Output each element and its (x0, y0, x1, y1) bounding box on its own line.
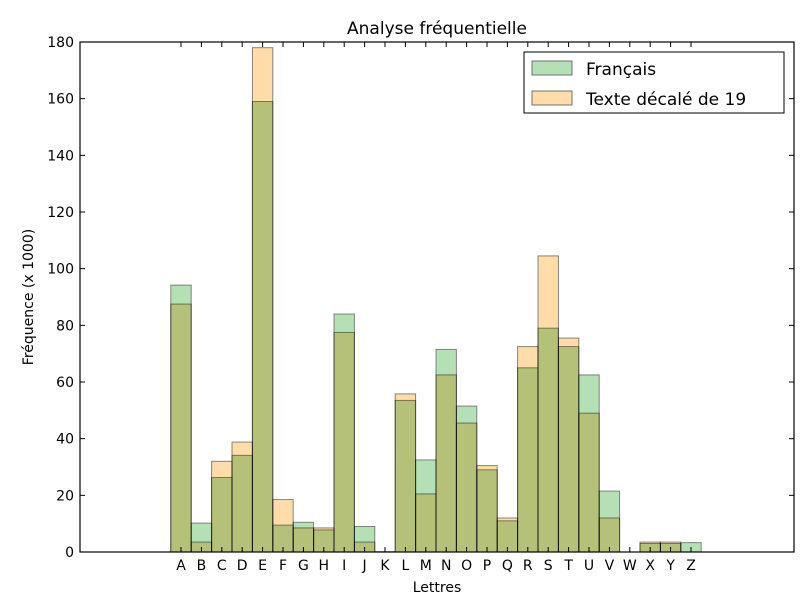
y-tick-label-180: 180 (47, 35, 74, 51)
x-tick-label-l: L (401, 558, 409, 574)
x-tick-label-c: C (217, 558, 227, 574)
bar-series-1-t (557, 337, 580, 553)
x-tick-label-o: O (461, 558, 472, 574)
bar-series-1-v (598, 517, 621, 553)
bar-series-1-e (251, 47, 274, 553)
x-tick-label-d: D (237, 558, 248, 574)
bar-series-1-r (517, 346, 539, 553)
x-tick-label-m: M (420, 558, 432, 574)
x-tick-label-j: J (362, 558, 367, 574)
plot-frame (79, 41, 795, 553)
x-tick-label-n: N (441, 558, 451, 574)
legend-label-francais: Français (586, 60, 656, 80)
legend-swatch-texte-decale (531, 90, 573, 106)
y-axis: 0 20 40 60 80 100 120 140 160 180 (47, 35, 794, 561)
bar-series-1-l (394, 393, 417, 553)
bar-series-1-p (476, 465, 498, 553)
bar-series-1-m (415, 493, 437, 553)
x-tick-label-q: Q (502, 558, 513, 574)
x-tick-label-y: Y (665, 558, 675, 574)
bar-series-1-a (170, 303, 192, 553)
x-tick-label-f: F (279, 558, 287, 574)
bar-series-1-n (435, 374, 457, 553)
y-tick-label-140: 140 (47, 148, 74, 164)
chart-title: Analyse fréquentielle (347, 19, 527, 39)
x-tick-label-k: K (380, 558, 390, 574)
y-tick-label-40: 40 (56, 432, 74, 448)
y-tick-label-120: 120 (47, 205, 74, 221)
x-tick-label-p: P (483, 558, 491, 574)
x-tick-label-v: V (605, 558, 615, 574)
y-tick-label-60: 60 (56, 375, 74, 391)
x-tick-label-t: T (563, 558, 573, 574)
y-axis-label: Fréquence (x 1000) (21, 229, 37, 365)
bar-series-1-f (272, 499, 294, 553)
x-tick-label-g: G (298, 558, 309, 574)
bar-series-1-s (537, 255, 559, 553)
x-tick-label-w: W (623, 558, 637, 574)
bar-series-1-u (578, 412, 600, 553)
bar-series-1-c (211, 460, 233, 553)
legend-swatch-francais (531, 60, 573, 76)
y-tick-label-160: 160 (47, 92, 74, 108)
x-tick-label-a: A (176, 558, 186, 574)
x-tick-label-s: S (544, 558, 553, 574)
x-tick-label-h: H (319, 558, 330, 574)
x-axis-label: Lettres (413, 580, 462, 596)
bar-series-1-q (496, 517, 519, 553)
y-tick-label-100: 100 (47, 262, 74, 278)
bars-group (170, 47, 702, 553)
legend-label-texte-decale: Texte décalé de 19 (585, 90, 746, 110)
y-tick-label-80: 80 (56, 318, 74, 334)
x-tick-label-b: B (197, 558, 207, 574)
x-tick-label-r: R (523, 558, 533, 574)
bar-series-1-i (333, 331, 355, 553)
bar-series-1-d (231, 441, 253, 553)
x-tick-label-i: I (342, 558, 346, 574)
y-tick-label-0: 0 (65, 545, 74, 561)
x-tick-label-e: E (258, 558, 267, 574)
legend: Français Texte décalé de 19 (523, 51, 785, 114)
x-tick-label-z: Z (686, 558, 696, 574)
x-tick-label-u: U (584, 558, 594, 574)
y-tick-label-20: 20 (56, 488, 74, 504)
bar-series-1-o (455, 422, 478, 553)
x-tick-label-x: X (645, 558, 655, 574)
